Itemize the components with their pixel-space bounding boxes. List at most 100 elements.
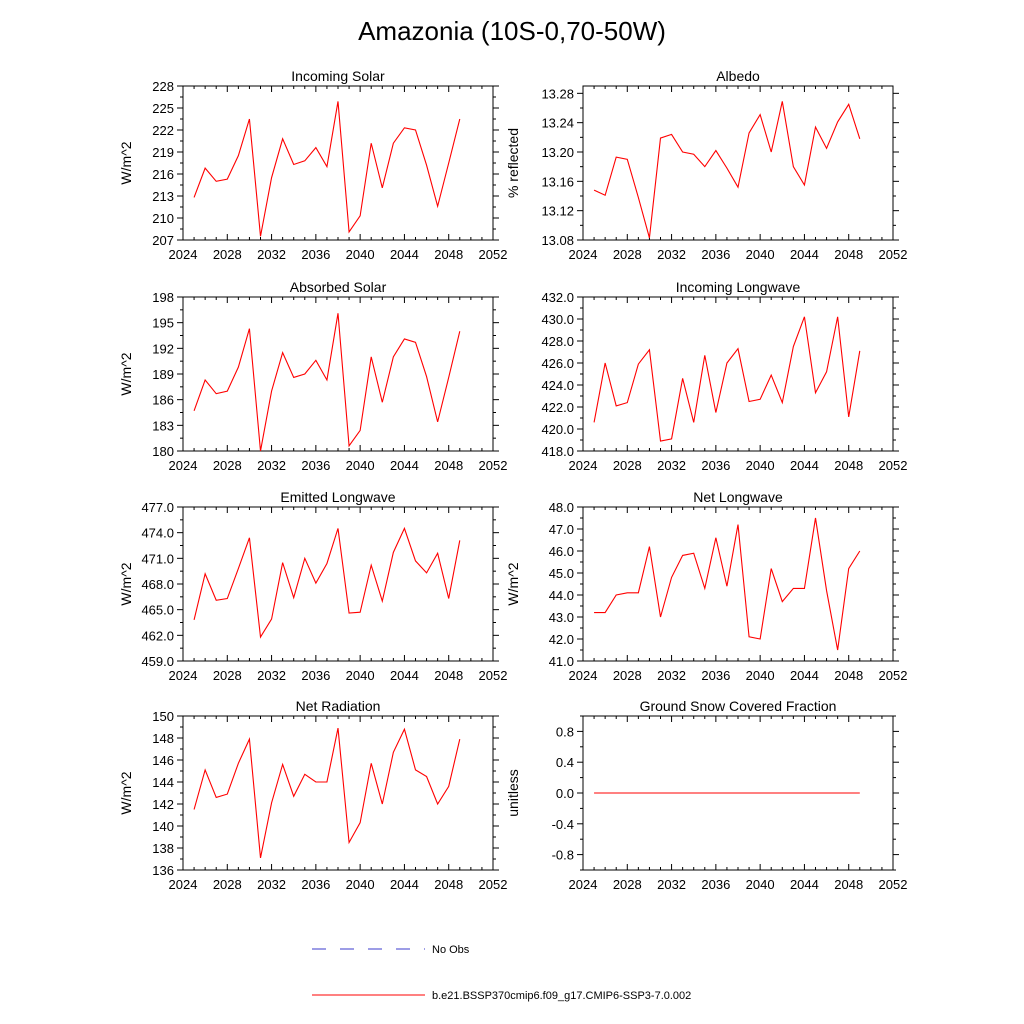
x-tick-label: 2036 [301,458,330,473]
x-tick-label: 2032 [257,877,286,892]
x-tick-label: 2024 [569,668,598,683]
x-tick-label: 2028 [613,668,642,683]
y-tick-label: 418.0 [541,444,574,459]
legend-no-obs-label: No Obs [432,944,470,956]
x-tick-label: 2032 [257,247,286,262]
series-line-0 [193,313,461,452]
x-tick-label: 2036 [701,458,730,473]
panel-title: Emitted Longwave [280,489,395,505]
plot-frame [182,296,494,452]
y-tick-label: 222 [152,123,174,138]
x-tick-label: 2044 [790,458,819,473]
y-tick-label: 44.0 [549,588,574,603]
y-tick-label: 0.4 [556,755,574,770]
x-tick-label: 2036 [701,877,730,892]
y-tick-label: 13.08 [541,233,574,248]
x-tick-label: 2028 [213,247,242,262]
x-tick-label: 2028 [613,877,642,892]
y-axis-label: W/m^2 [118,352,134,395]
x-tick-label: 2048 [834,458,863,473]
y-tick-label: 225 [152,101,174,116]
y-tick-label: 432.0 [541,290,574,305]
y-axis-label: W/m^2 [118,771,134,814]
series-line-0 [193,101,461,237]
y-tick-label: 13.12 [541,204,574,219]
y-tick-label: 42.0 [549,632,574,647]
y-tick-label: 465.0 [141,603,174,618]
x-tick-label: 2032 [657,877,686,892]
legend-model-run-label: b.e21.BSSP370cmip6.f09_g17.CMIP6-SSP3-7.… [432,990,691,1002]
x-tick-label: 2044 [390,458,419,473]
y-tick-label: 210 [152,211,174,226]
y-tick-label: 462.0 [141,628,174,643]
y-tick-label: 219 [152,145,174,160]
x-tick-label: 2044 [390,247,419,262]
x-tick-label: 2044 [790,877,819,892]
y-tick-label: 471.0 [141,551,174,566]
y-tick-label: 420.0 [541,422,574,437]
y-tick-label: 13.16 [541,174,574,189]
x-tick-label: 2024 [569,877,598,892]
x-tick-label: 2044 [390,668,419,683]
y-tick-label: 13.28 [541,86,574,101]
y-tick-label: 198 [152,290,174,305]
x-tick-label: 2024 [169,458,198,473]
y-tick-label: 424.0 [541,378,574,393]
x-tick-label: 2048 [834,668,863,683]
y-tick-label: 183 [152,418,174,433]
x-tick-label: 2040 [346,877,375,892]
chart-panel-6: Net Radiation 2024 2028 2032 2036 2040 2044 204… [118,698,507,892]
y-tick-label: 13.24 [541,116,574,131]
y-tick-label: 136 [152,863,174,878]
x-tick-label: 2044 [790,247,819,262]
x-tick-label: 2032 [257,458,286,473]
y-tick-label: 228 [152,79,174,94]
x-tick-label: 2048 [834,877,863,892]
x-tick-label: 2040 [746,668,775,683]
y-tick-label: 422.0 [541,400,574,415]
chart-panels: Incoming Solar 2024 2028 2032 2036 2040 2044 20… [118,68,907,892]
y-tick-label: 150 [152,709,174,724]
chart-panel-0: Incoming Solar 2024 2028 2032 2036 2040 2044 20… [118,68,507,262]
y-tick-label: 189 [152,367,174,382]
y-tick-label: 426.0 [541,356,574,371]
y-tick-label: 146 [152,753,174,768]
x-tick-label: 2048 [834,247,863,262]
series-line-0 [193,526,461,639]
y-tick-label: 207 [152,233,174,248]
chart-panel-4: Emitted Longwave 2024 2028 2032 2036 2040 2044… [118,489,507,683]
y-tick-label: 0.8 [556,724,574,739]
y-axis-label: % reflected [505,128,521,198]
chart-panel-5: Net Longwave 2024 2028 2032 2036 2040 2044 2048… [505,489,907,683]
x-tick-label: 2028 [213,877,242,892]
x-tick-label: 2044 [790,668,819,683]
y-tick-label: 45.0 [549,566,574,581]
y-tick-label: 140 [152,819,174,834]
y-axis-label: W/m^2 [118,562,134,605]
x-tick-label: 2052 [479,247,508,262]
y-tick-label: 41.0 [549,654,574,669]
figure-title: Amazonia (10S-0,70-50W) [358,16,666,46]
y-tick-label: 477.0 [141,500,174,515]
y-tick-label: 428.0 [541,334,574,349]
y-axis-label: W/m^2 [118,141,134,184]
x-tick-label: 2048 [434,668,463,683]
y-tick-label: 192 [152,341,174,356]
x-tick-label: 2048 [434,247,463,262]
x-tick-label: 2024 [569,247,598,262]
y-tick-label: 138 [152,841,174,856]
y-tick-label: 148 [152,731,174,746]
y-tick-label: 195 [152,316,174,331]
y-tick-label: 48.0 [549,500,574,515]
x-tick-label: 2028 [613,458,642,473]
y-tick-label: 213 [152,189,174,204]
x-tick-label: 2048 [434,877,463,892]
x-tick-label: 2036 [301,247,330,262]
x-tick-label: 2032 [257,668,286,683]
y-tick-label: 180 [152,444,174,459]
chart-panel-2: Absorbed Solar 2024 2028 2032 2036 2040 2044 20… [118,279,507,473]
y-tick-label: 13.20 [541,145,574,160]
plot-frame [582,85,894,241]
y-tick-label: 216 [152,167,174,182]
x-tick-label: 2040 [346,668,375,683]
